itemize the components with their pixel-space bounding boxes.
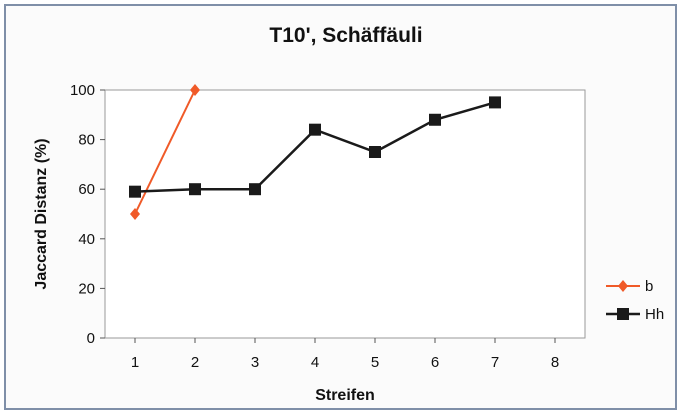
- chart-title: T10', Schäffäuli: [269, 24, 422, 47]
- x-tick-label: 1: [131, 354, 139, 371]
- y-tick-label: 80: [78, 132, 95, 149]
- y-tick-label: 60: [78, 181, 95, 198]
- x-tick-label: 5: [371, 354, 379, 371]
- data-point-b: [190, 84, 200, 96]
- legend-marker-b: [618, 280, 628, 292]
- x-tick-label: 6: [431, 354, 439, 371]
- series-line-b: [134, 89, 196, 215]
- data-point-hh: [189, 183, 201, 196]
- y-tick-label: 0: [87, 330, 95, 347]
- data-point-hh: [429, 113, 441, 126]
- y-tick-label: 20: [78, 280, 95, 297]
- data-point-hh: [129, 185, 141, 198]
- data-point-hh: [309, 123, 321, 136]
- x-tick-label: 8: [551, 354, 559, 371]
- series-layer: [129, 84, 501, 220]
- x-axis-title: Streifen: [315, 387, 375, 404]
- data-point-hh: [369, 146, 381, 158]
- legend-label-b: b: [645, 278, 653, 295]
- data-point-hh: [249, 183, 261, 196]
- y-axis: 0 20 40 60 80 100: [70, 82, 105, 347]
- legend: b Hh: [606, 278, 664, 323]
- x-tick-label: 4: [311, 354, 319, 371]
- x-tick-label: 2: [191, 354, 199, 371]
- legend-label-hh: Hh: [645, 306, 664, 323]
- x-axis: 1 2 3 4 5 6 7 8: [131, 338, 559, 371]
- data-point-hh: [489, 96, 501, 109]
- y-axis-title: Jaccard Distanz (%): [33, 138, 50, 289]
- legend-box: [600, 266, 678, 267]
- y-tick-label: 40: [78, 231, 95, 248]
- x-tick-label: 7: [491, 354, 499, 371]
- y-tick-label: 100: [70, 82, 95, 99]
- data-point-b: [130, 208, 140, 220]
- plot-area: [104, 89, 586, 339]
- x-tick-label: 3: [251, 354, 259, 371]
- legend-marker-hh: [617, 308, 629, 320]
